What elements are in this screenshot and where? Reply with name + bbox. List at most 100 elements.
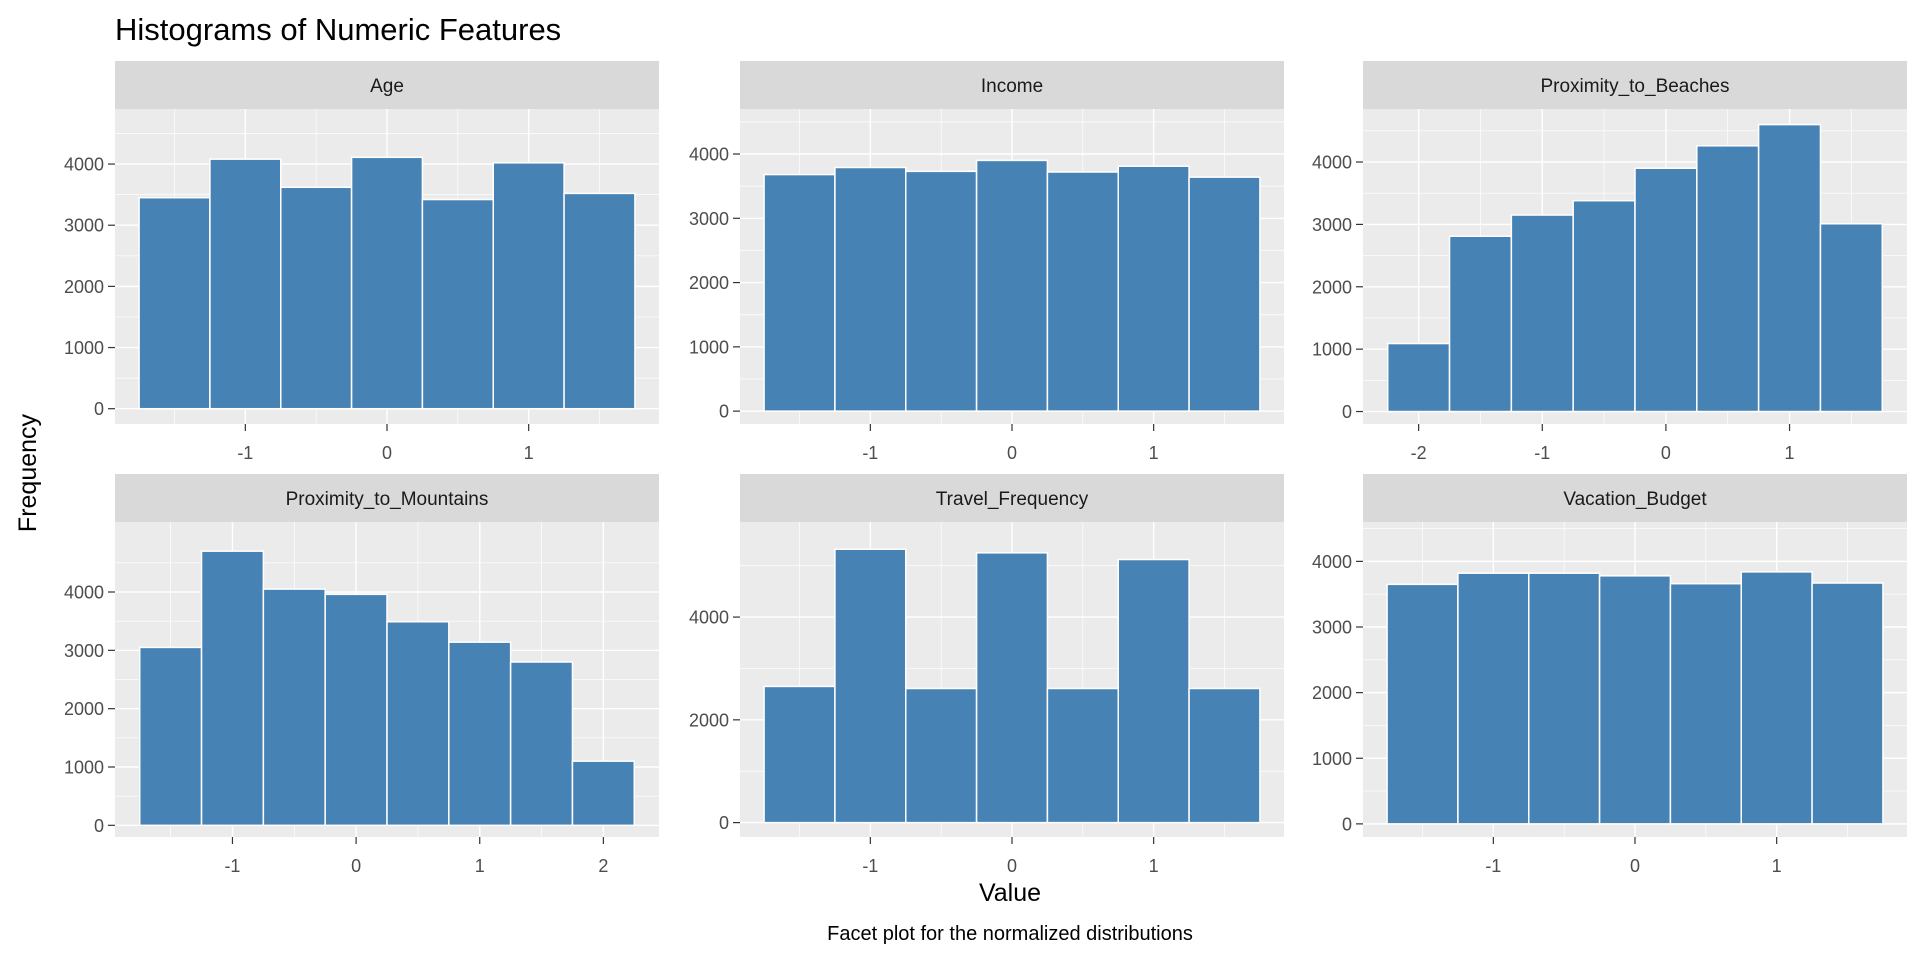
x-tick-label: 0 bbox=[382, 443, 392, 463]
y-tick-label: 4000 bbox=[689, 608, 729, 628]
histogram-bar bbox=[209, 158, 282, 410]
facet-panel-income: Income 0 1000 2000 3000 4000 -1 0 1 bbox=[689, 61, 1284, 463]
x-axis-title: Value bbox=[979, 879, 1041, 907]
histogram-bar bbox=[905, 170, 978, 412]
facet-strip bbox=[740, 61, 1284, 109]
y-tick-label: 0 bbox=[719, 402, 729, 422]
y-axis-title: Frequency bbox=[14, 413, 42, 532]
histogram-bar bbox=[509, 661, 574, 827]
y-tick-label: 2000 bbox=[1312, 683, 1352, 703]
histogram-bar bbox=[1117, 165, 1190, 412]
x-tick-label: 1 bbox=[1772, 856, 1782, 876]
histogram-bar bbox=[1669, 582, 1742, 825]
x-tick-label: 2 bbox=[598, 856, 608, 876]
histogram-bar bbox=[1572, 199, 1636, 413]
histogram-bar bbox=[975, 552, 1049, 824]
facet-strip bbox=[115, 474, 659, 522]
x-tick-label: -1 bbox=[862, 443, 878, 463]
x-tick-label: -1 bbox=[1534, 443, 1550, 463]
histogram-bar bbox=[763, 685, 836, 824]
y-tick-label: 0 bbox=[1342, 814, 1352, 834]
histogram-bar bbox=[492, 162, 565, 410]
x-tick-label: -1 bbox=[237, 443, 253, 463]
x-tick-label: -1 bbox=[1485, 856, 1501, 876]
y-tick-label: 4000 bbox=[689, 145, 729, 165]
histogram-bar bbox=[448, 641, 512, 827]
histogram-bar bbox=[138, 646, 203, 827]
y-tick-label: 1000 bbox=[1312, 340, 1352, 360]
y-tick-label: 4000 bbox=[64, 155, 104, 175]
facet-strip-label: Income bbox=[981, 76, 1043, 97]
y-tick-label: 0 bbox=[719, 813, 729, 833]
facet-strip-label: Age bbox=[370, 76, 404, 97]
histogram-bar bbox=[1634, 167, 1698, 413]
facet-strip-label: Proximity_to_Mountains bbox=[286, 489, 489, 510]
x-tick-label: 1 bbox=[1785, 443, 1795, 463]
histogram-bar bbox=[1448, 235, 1513, 413]
histogram-bar bbox=[571, 760, 636, 827]
x-tick-label: 1 bbox=[1149, 443, 1159, 463]
histogram-bar bbox=[280, 186, 353, 410]
y-tick-label: 2000 bbox=[689, 273, 729, 293]
x-tick-label: -2 bbox=[1411, 443, 1427, 463]
facet-panel-proximity-to-beaches: Proximity_to_Beaches 0 1000 2000 3000 4000 -2 -… bbox=[1312, 61, 1907, 463]
histogram-bar bbox=[200, 550, 265, 827]
y-tick-label: 3000 bbox=[1312, 618, 1352, 638]
y-tick-label: 1000 bbox=[1312, 749, 1352, 769]
histogram-bar bbox=[1046, 687, 1119, 824]
y-tick-label: 4000 bbox=[64, 583, 104, 603]
facet-strip bbox=[1363, 474, 1907, 522]
facet-strip bbox=[1363, 61, 1907, 109]
histogram-bar bbox=[262, 588, 326, 827]
histogram-bar bbox=[834, 548, 907, 824]
x-tick-label: 0 bbox=[1661, 443, 1671, 463]
histogram-bar bbox=[1188, 176, 1261, 412]
y-tick-label: 3000 bbox=[689, 209, 729, 229]
x-tick-label: 0 bbox=[1630, 856, 1640, 876]
y-tick-label: 1000 bbox=[64, 338, 104, 358]
histogram-bar bbox=[1757, 123, 1822, 413]
y-tick-label: 2000 bbox=[1312, 277, 1352, 297]
histogram-bar bbox=[138, 196, 211, 410]
x-tick-label: 1 bbox=[1149, 856, 1159, 876]
histogram-bar bbox=[763, 173, 836, 412]
histogram-bar bbox=[350, 156, 424, 410]
facet-strip-label: Proximity_to_Beaches bbox=[1540, 76, 1729, 97]
histogram-bar bbox=[1819, 223, 1884, 413]
facet-panel-age: Age 0 1000 2000 3000 4000 -1 0 1 bbox=[64, 61, 659, 463]
histogram-bar bbox=[1598, 575, 1672, 825]
x-tick-label: -1 bbox=[224, 856, 240, 876]
histogram-bar bbox=[834, 166, 907, 412]
histogram-bar bbox=[324, 593, 388, 827]
facet-strip bbox=[115, 61, 659, 109]
x-tick-label: -1 bbox=[862, 856, 878, 876]
histogram-bar bbox=[1811, 582, 1884, 825]
histogram-bar bbox=[386, 621, 450, 827]
histogram-bar bbox=[1510, 214, 1574, 413]
y-tick-label: 1000 bbox=[689, 337, 729, 357]
facet-strip-label: Travel_Frequency bbox=[936, 489, 1089, 510]
y-tick-label: 4000 bbox=[1312, 153, 1352, 173]
histogram-bar bbox=[1046, 171, 1119, 412]
y-tick-label: 1000 bbox=[64, 758, 104, 778]
histogram-bar bbox=[1740, 571, 1813, 825]
y-tick-label: 0 bbox=[94, 399, 104, 419]
histogram-bar bbox=[1457, 572, 1530, 825]
histogram-bar bbox=[905, 687, 978, 824]
chart-title: Histograms of Numeric Features bbox=[115, 12, 561, 47]
y-tick-label: 3000 bbox=[1312, 215, 1352, 235]
y-tick-label: 2000 bbox=[64, 699, 104, 719]
histogram-bar bbox=[1188, 687, 1261, 824]
x-tick-label: 1 bbox=[475, 856, 485, 876]
y-tick-label: 3000 bbox=[64, 641, 104, 661]
facet-panel-proximity-to-mountains: Proximity_to_Mountains 0 1000 2000 3000 4000 -… bbox=[64, 474, 659, 876]
histogram-bar bbox=[421, 198, 494, 410]
histogram-bar bbox=[1528, 572, 1601, 825]
x-tick-label: 0 bbox=[351, 856, 361, 876]
x-tick-label: 1 bbox=[524, 443, 534, 463]
y-tick-label: 4000 bbox=[1312, 552, 1352, 572]
y-tick-label: 2000 bbox=[689, 710, 729, 730]
